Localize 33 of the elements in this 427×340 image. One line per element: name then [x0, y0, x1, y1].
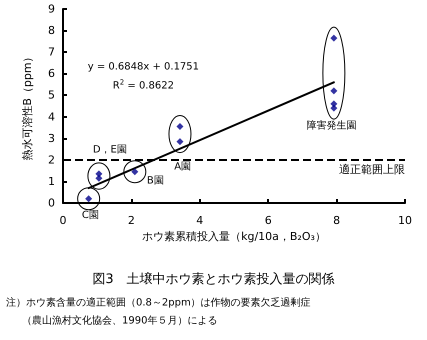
y-tick-label: 0	[48, 196, 55, 210]
text: 図3 土壌中ホウ素とホウ素投入量の関係	[92, 271, 335, 287]
x-tick-label: 6	[264, 214, 272, 227]
point	[176, 122, 184, 130]
x-tick-label: 10	[398, 214, 412, 227]
point	[330, 87, 338, 94]
ref-line-label: 適正範囲上限	[339, 162, 405, 176]
y-axis-title: 熱水可溶性B（ppm）	[21, 51, 34, 161]
annotation: y = 0.6848x + 0.1751	[88, 61, 200, 72]
y-tick-label: 6	[48, 67, 55, 80]
x-tick-label: 0	[60, 214, 66, 227]
text: 注）ホウ素含量の適正範囲（0.8～2ppm）は作物の要素欠乏過剰症	[6, 296, 311, 308]
text: C園	[82, 210, 99, 222]
y-tick-label: 4	[48, 110, 55, 124]
y-tick-label: 3	[48, 132, 55, 145]
annotation: D，E園	[92, 144, 127, 156]
point	[330, 34, 338, 42]
x-tick-label: 4	[196, 214, 204, 227]
annotation: A園	[174, 162, 192, 173]
y-tick-label: 7	[48, 46, 55, 59]
y-tick-label: 5	[48, 88, 55, 102]
y-tick-label: 9	[48, 2, 55, 16]
point	[330, 104, 338, 112]
y-tick-label: 2	[48, 153, 55, 166]
x-axis-title: ホウ素累積投入量（kg/10a，B₂O₃）	[142, 230, 326, 243]
text: （農山漁村文化協会、1990年５月）による	[22, 314, 218, 326]
x-tick-label: 8	[333, 214, 340, 227]
y-tick-label: 8	[48, 24, 55, 38]
point	[176, 138, 184, 146]
y-tick-label: 1	[48, 174, 55, 188]
x-tick-label: 2	[128, 214, 135, 227]
annotation: B園	[146, 176, 164, 187]
annotation: 障害発生園	[306, 120, 356, 132]
